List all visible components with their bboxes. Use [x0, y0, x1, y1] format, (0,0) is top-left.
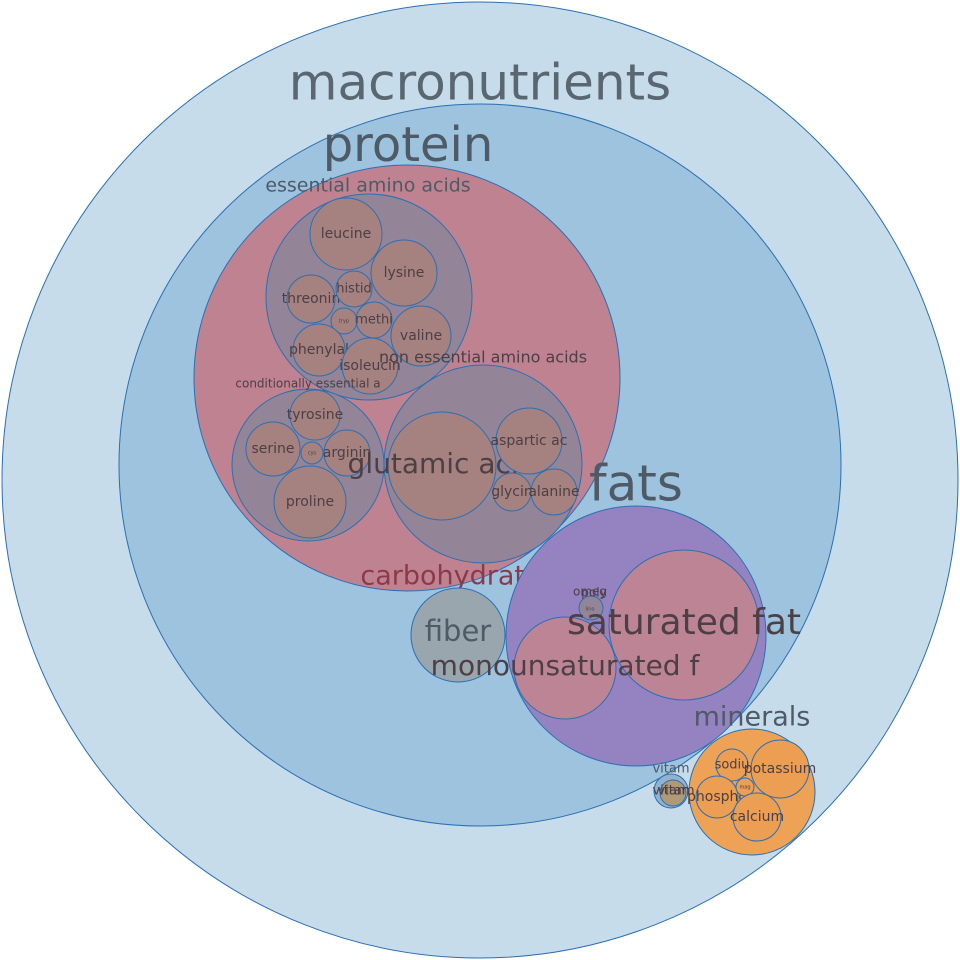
polyunsaturated-sub-label: lino [585, 607, 594, 613]
fiber-label: fiber [425, 614, 492, 648]
poly-label: poly [581, 586, 606, 600]
saturated-fat-label: saturated fat [567, 602, 801, 643]
calcium-bubble[interactable] [732, 792, 782, 842]
sodium-label: sodiu [715, 758, 750, 773]
leucine-bubble[interactable] [309, 197, 383, 271]
lysine-bubble[interactable] [370, 239, 438, 307]
methionine-label: methi [355, 313, 393, 328]
potassium-bubble[interactable] [750, 739, 810, 799]
monounsaturated-fat-bubble[interactable] [513, 616, 617, 720]
valine-bubble[interactable] [390, 305, 452, 367]
sodium-bubble[interactable] [715, 748, 749, 782]
alanine-bubble[interactable] [530, 468, 578, 516]
fiber-bubble[interactable] [410, 587, 506, 683]
vitamins-label: vitam [652, 762, 689, 777]
cystine-label: cys [308, 451, 317, 457]
minerals-label: minerals [694, 702, 811, 733]
magnesium-label: mag [739, 785, 750, 791]
histidine-bubble[interactable] [335, 270, 373, 308]
omega-label: omeg [573, 585, 607, 599]
isoleucine-label: isoleucin [339, 358, 401, 374]
phenylalanine-bubble[interactable] [292, 323, 346, 377]
phosphorus-bubble[interactable] [695, 775, 739, 819]
macronutrients-label: macronutrients [289, 54, 671, 112]
conditionally-essential-label: conditionally essential a [235, 377, 380, 391]
proline-label: proline [286, 494, 334, 510]
histidine-label: histid [336, 282, 372, 297]
phenylalanine-label: phenylal [289, 342, 349, 358]
saturated-fat-bubble[interactable] [608, 549, 760, 701]
polyunsaturated-fat-bubble[interactable] [578, 595, 604, 621]
tyrosine-label: tyrosine [287, 407, 343, 423]
aspartic-acid-label: aspartic ac [491, 433, 568, 449]
potassium-label: potassium [744, 761, 817, 777]
serine-label: serine [251, 441, 294, 457]
leucine-label: leucine [321, 226, 371, 242]
monounsaturated-fat-label: monounsaturated f [431, 649, 701, 682]
cystine-bubble[interactable] [300, 441, 324, 465]
aspartic-acid-bubble[interactable] [495, 407, 563, 475]
tryptophan-label: tryp [339, 319, 349, 325]
threonine-label: threonin [282, 291, 341, 307]
fats-label: fats [589, 455, 683, 513]
phosphorus-label: phospho [687, 789, 747, 805]
valine-label: valine [400, 328, 442, 344]
vitamin-b-label: vitam [657, 784, 694, 799]
lysine-label: lysine [384, 265, 425, 281]
tyrosine-bubble[interactable] [289, 389, 341, 441]
essential-amino-acids-label: essential amino acids [265, 175, 470, 197]
alanine-label: alanine [528, 484, 579, 500]
protein-label: protein [323, 117, 494, 173]
vitamin-a-label: vitam [652, 784, 689, 799]
vitamin-a-bubble[interactable] [659, 779, 687, 807]
serine-bubble[interactable] [245, 421, 301, 477]
threonine-bubble[interactable] [286, 274, 336, 324]
arginine-bubble[interactable] [323, 429, 371, 477]
isoleucine-bubble[interactable] [341, 337, 399, 395]
glycine-label: glycin [491, 484, 533, 500]
calcium-label: calcium [730, 809, 784, 825]
arginine-label: arginin [323, 445, 372, 461]
proline-bubble[interactable] [273, 465, 347, 539]
non-essential-amino-acids-label: non essential amino acids [379, 348, 587, 367]
glutamic-acid-bubble[interactable] [387, 411, 497, 521]
